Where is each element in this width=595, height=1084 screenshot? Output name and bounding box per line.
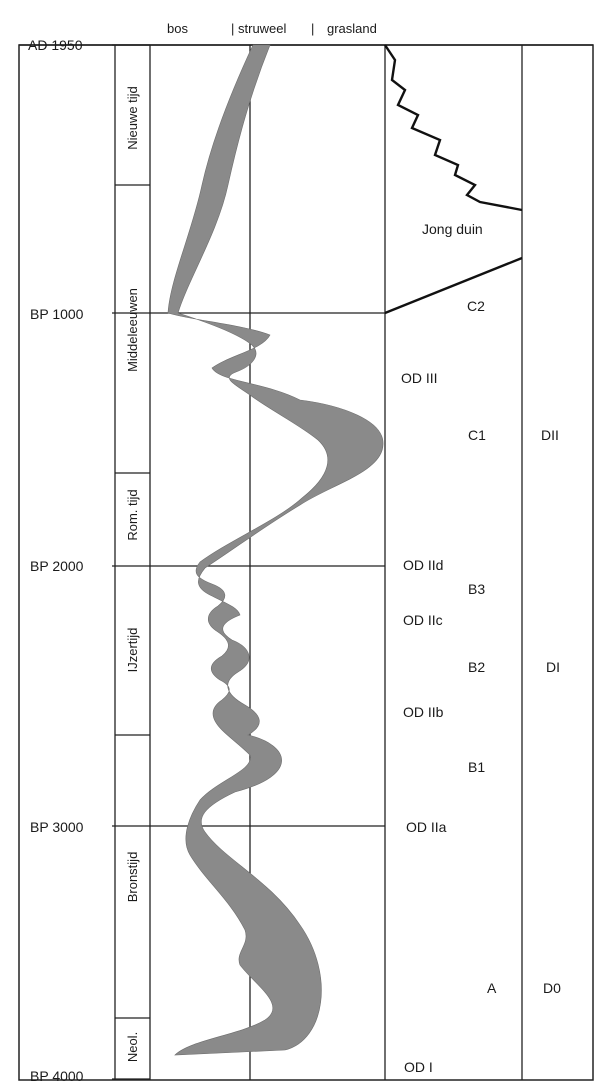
period-bronstijd: Bronstijd <box>125 852 140 903</box>
header-sep-2: | <box>311 21 314 36</box>
dune-phase-od-iic: OD IIc <box>403 612 443 628</box>
sub-phase-b2: B2 <box>468 659 485 675</box>
header-struweel: struweel <box>238 21 287 36</box>
header-bos: bos <box>167 21 188 36</box>
header-grasland: grasland <box>327 21 377 36</box>
dune-phase-od-i: OD I <box>404 1059 433 1075</box>
dune-phase-od-iii: OD III <box>401 370 438 386</box>
period-rom-tijd: Rom. tijd <box>125 489 140 540</box>
vegetation-band <box>167 44 384 1056</box>
dune-phase-jong-duin: Jong duin <box>422 221 483 237</box>
period-middeleeuwen: Middeleeuwen <box>125 288 140 372</box>
d-phase-di: DI <box>546 659 560 675</box>
time-label-bp1000: BP 1000 <box>30 306 84 322</box>
d-phase-d0: D0 <box>543 980 561 996</box>
period-nieuwe-tijd: Nieuwe tijd <box>125 86 140 150</box>
jong-duin-base <box>384 256 523 315</box>
dune-phase-od-iia: OD IIa <box>406 819 447 835</box>
sub-phase-b3: B3 <box>468 581 485 597</box>
sub-phase-c2: C2 <box>467 298 485 314</box>
time-label-bp2000: BP 2000 <box>30 558 84 574</box>
period-neol: Neol. <box>125 1032 140 1062</box>
period-ijzertijd: IJzertijd <box>125 628 140 673</box>
d-phase-dii: DII <box>541 427 559 443</box>
jong-duin-profile <box>384 44 523 212</box>
sub-phase-a: A <box>487 980 497 996</box>
time-label-bp3000: BP 3000 <box>30 819 84 835</box>
sub-phase-b1: B1 <box>468 759 485 775</box>
sub-phase-c1: C1 <box>468 427 486 443</box>
diagram-frame <box>18 44 594 1081</box>
header-sep-1: | <box>231 21 234 36</box>
time-label-bp4000: BP 4000 <box>30 1068 84 1084</box>
dune-phase-od-iib: OD IIb <box>403 704 444 720</box>
dune-phase-od-iid: OD IId <box>403 557 443 573</box>
time-label-ad1950: AD 1950 <box>28 37 83 53</box>
